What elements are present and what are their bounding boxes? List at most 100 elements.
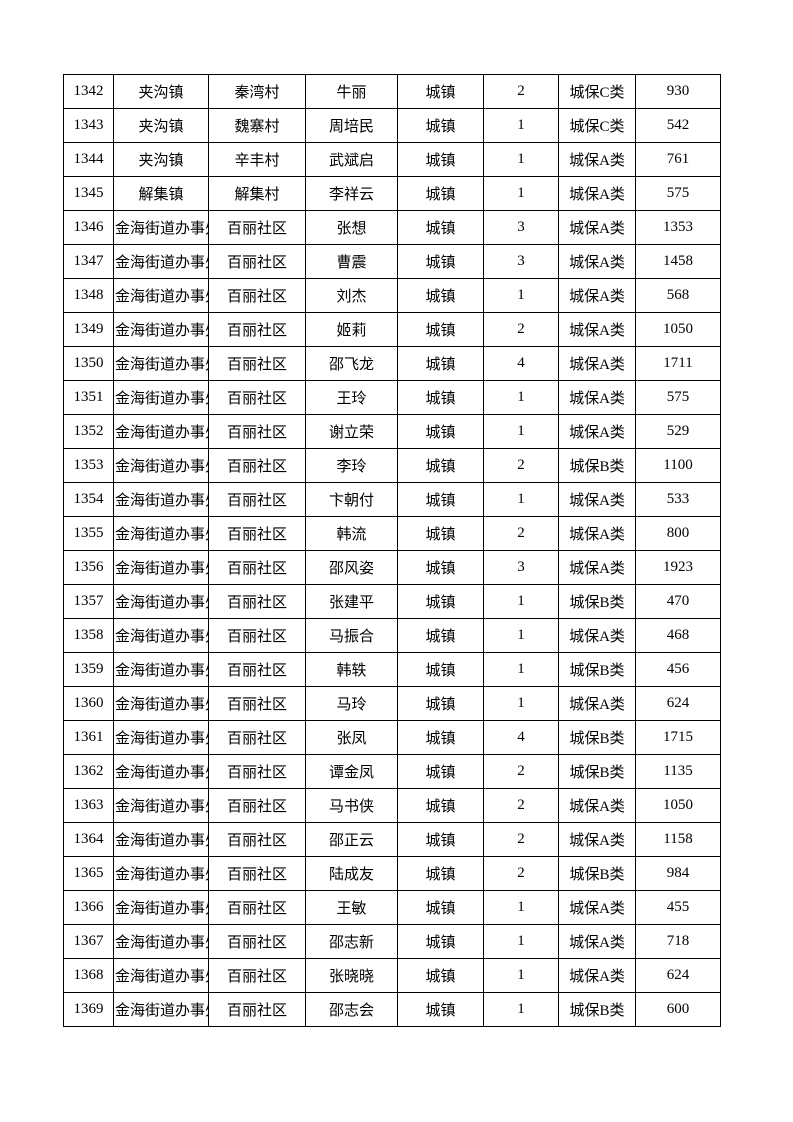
cell-village: 辛丰村	[208, 142, 306, 177]
cell-town: 金海街道办事处	[113, 380, 209, 415]
cell-area-type: 城镇	[397, 482, 484, 517]
cell-area-type: 城镇	[397, 414, 484, 449]
cell-amount: 984	[635, 856, 721, 891]
cell-category: 城保B类	[558, 584, 636, 619]
cell-amount: 1050	[635, 788, 721, 823]
cell-area-type: 城镇	[397, 346, 484, 381]
cell-amount: 470	[635, 584, 721, 619]
cell-amount: 468	[635, 618, 721, 653]
cell-person-name: 邵飞龙	[305, 346, 398, 381]
cell-count: 1	[483, 992, 559, 1027]
cell-area-type: 城镇	[397, 890, 484, 925]
cell-town: 金海街道办事处	[113, 856, 209, 891]
cell-village: 百丽社区	[208, 584, 306, 619]
cell-serial: 1356	[63, 550, 114, 585]
cell-category: 城保A类	[558, 176, 636, 211]
cell-area-type: 城镇	[397, 584, 484, 619]
cell-category: 城保A类	[558, 788, 636, 823]
cell-person-name: 邵正云	[305, 822, 398, 857]
cell-village: 百丽社区	[208, 516, 306, 551]
cell-town: 金海街道办事处	[113, 278, 209, 313]
cell-serial: 1354	[63, 482, 114, 517]
benefits-roster-table: 1342 夹沟镇 秦湾村 牛丽 城镇 2 城保C类 930 1343 夹沟镇 魏寨村 周培民 城镇 1 城保…	[63, 74, 721, 1027]
cell-serial: 1345	[63, 176, 114, 211]
table-row: 1357金海街道办事处百丽社区张建平城镇1城保B类470	[63, 584, 721, 619]
cell-count: 3	[483, 550, 559, 585]
cell-area-type: 城镇	[397, 754, 484, 789]
cell-area-type: 城镇	[397, 74, 484, 109]
cell-person-name: 卞朝付	[305, 482, 398, 517]
cell-area-type: 城镇	[397, 244, 484, 279]
table-row: 1346金海街道办事处百丽社区张想城镇3城保A类1353	[63, 210, 721, 245]
cell-person-name: 周培民	[305, 108, 398, 143]
cell-person-name: 姬莉	[305, 312, 398, 347]
cell-amount: 624	[635, 686, 721, 721]
table-row: 1363金海街道办事处百丽社区马书侠城镇2城保A类1050	[63, 788, 721, 823]
cell-town: 夹沟镇	[113, 74, 209, 109]
cell-category: 城保A类	[558, 924, 636, 959]
table-row: 1358金海街道办事处百丽社区马振合城镇1城保A类468	[63, 618, 721, 653]
cell-town: 金海街道办事处	[113, 346, 209, 381]
cell-amount: 624	[635, 958, 721, 993]
cell-category: 城保A类	[558, 380, 636, 415]
table-row: 1367金海街道办事处百丽社区邵志新城镇1城保A类718	[63, 924, 721, 959]
cell-town: 夹沟镇	[113, 108, 209, 143]
cell-category: 城保B类	[558, 992, 636, 1027]
table-row: 1369金海街道办事处百丽社区邵志会城镇1城保B类600	[63, 992, 721, 1027]
cell-serial: 1351	[63, 380, 114, 415]
cell-amount: 456	[635, 652, 721, 687]
cell-person-name: 武斌启	[305, 142, 398, 177]
cell-amount: 1458	[635, 244, 721, 279]
cell-village: 百丽社区	[208, 482, 306, 517]
table-row: 1354金海街道办事处百丽社区卞朝付城镇1城保A类533	[63, 482, 721, 517]
table-row: 1352金海街道办事处百丽社区谢立荣城镇1城保A类529	[63, 414, 721, 449]
cell-town: 金海街道办事处	[113, 584, 209, 619]
cell-serial: 1357	[63, 584, 114, 619]
cell-area-type: 城镇	[397, 822, 484, 857]
cell-area-type: 城镇	[397, 550, 484, 585]
table-row: 1356金海街道办事处百丽社区邵风姿城镇3城保A类1923	[63, 550, 721, 585]
cell-serial: 1367	[63, 924, 114, 959]
table-row: 1366金海街道办事处百丽社区王敏城镇1城保A类455	[63, 890, 721, 925]
cell-category: 城保B类	[558, 448, 636, 483]
cell-amount: 529	[635, 414, 721, 449]
cell-person-name: 陆成友	[305, 856, 398, 891]
cell-count: 2	[483, 516, 559, 551]
cell-count: 2	[483, 448, 559, 483]
cell-amount: 455	[635, 890, 721, 925]
cell-village: 魏寨村	[208, 108, 306, 143]
cell-area-type: 城镇	[397, 312, 484, 347]
table-row: 1345 解集镇 解集村 李祥云 城镇 1 城保A类 575	[63, 176, 721, 211]
cell-amount: 1158	[635, 822, 721, 857]
cell-person-name: 张凤	[305, 720, 398, 755]
cell-amount: 1100	[635, 448, 721, 483]
cell-amount: 1353	[635, 210, 721, 245]
cell-count: 3	[483, 210, 559, 245]
cell-person-name: 张晓晓	[305, 958, 398, 993]
cell-count: 1	[483, 414, 559, 449]
cell-village: 百丽社区	[208, 720, 306, 755]
table-row: 1343 夹沟镇 魏寨村 周培民 城镇 1 城保C类 542	[63, 108, 721, 143]
cell-category: 城保A类	[558, 312, 636, 347]
cell-category: 城保B类	[558, 720, 636, 755]
cell-person-name: 韩轶	[305, 652, 398, 687]
cell-town: 金海街道办事处	[113, 312, 209, 347]
cell-town: 金海街道办事处	[113, 822, 209, 857]
cell-village: 百丽社区	[208, 618, 306, 653]
cell-count: 4	[483, 720, 559, 755]
cell-amount: 533	[635, 482, 721, 517]
cell-category: 城保A类	[558, 618, 636, 653]
cell-village: 百丽社区	[208, 754, 306, 789]
cell-serial: 1359	[63, 652, 114, 687]
cell-count: 1	[483, 958, 559, 993]
cell-count: 1	[483, 618, 559, 653]
cell-serial: 1368	[63, 958, 114, 993]
cell-serial: 1342	[63, 74, 114, 109]
cell-amount: 568	[635, 278, 721, 313]
cell-category: 城保A类	[558, 550, 636, 585]
cell-town: 金海街道办事处	[113, 686, 209, 721]
cell-town: 金海街道办事处	[113, 516, 209, 551]
cell-person-name: 李祥云	[305, 176, 398, 211]
table-row: 1365金海街道办事处百丽社区陆成友城镇2城保B类984	[63, 856, 721, 891]
cell-count: 1	[483, 278, 559, 313]
